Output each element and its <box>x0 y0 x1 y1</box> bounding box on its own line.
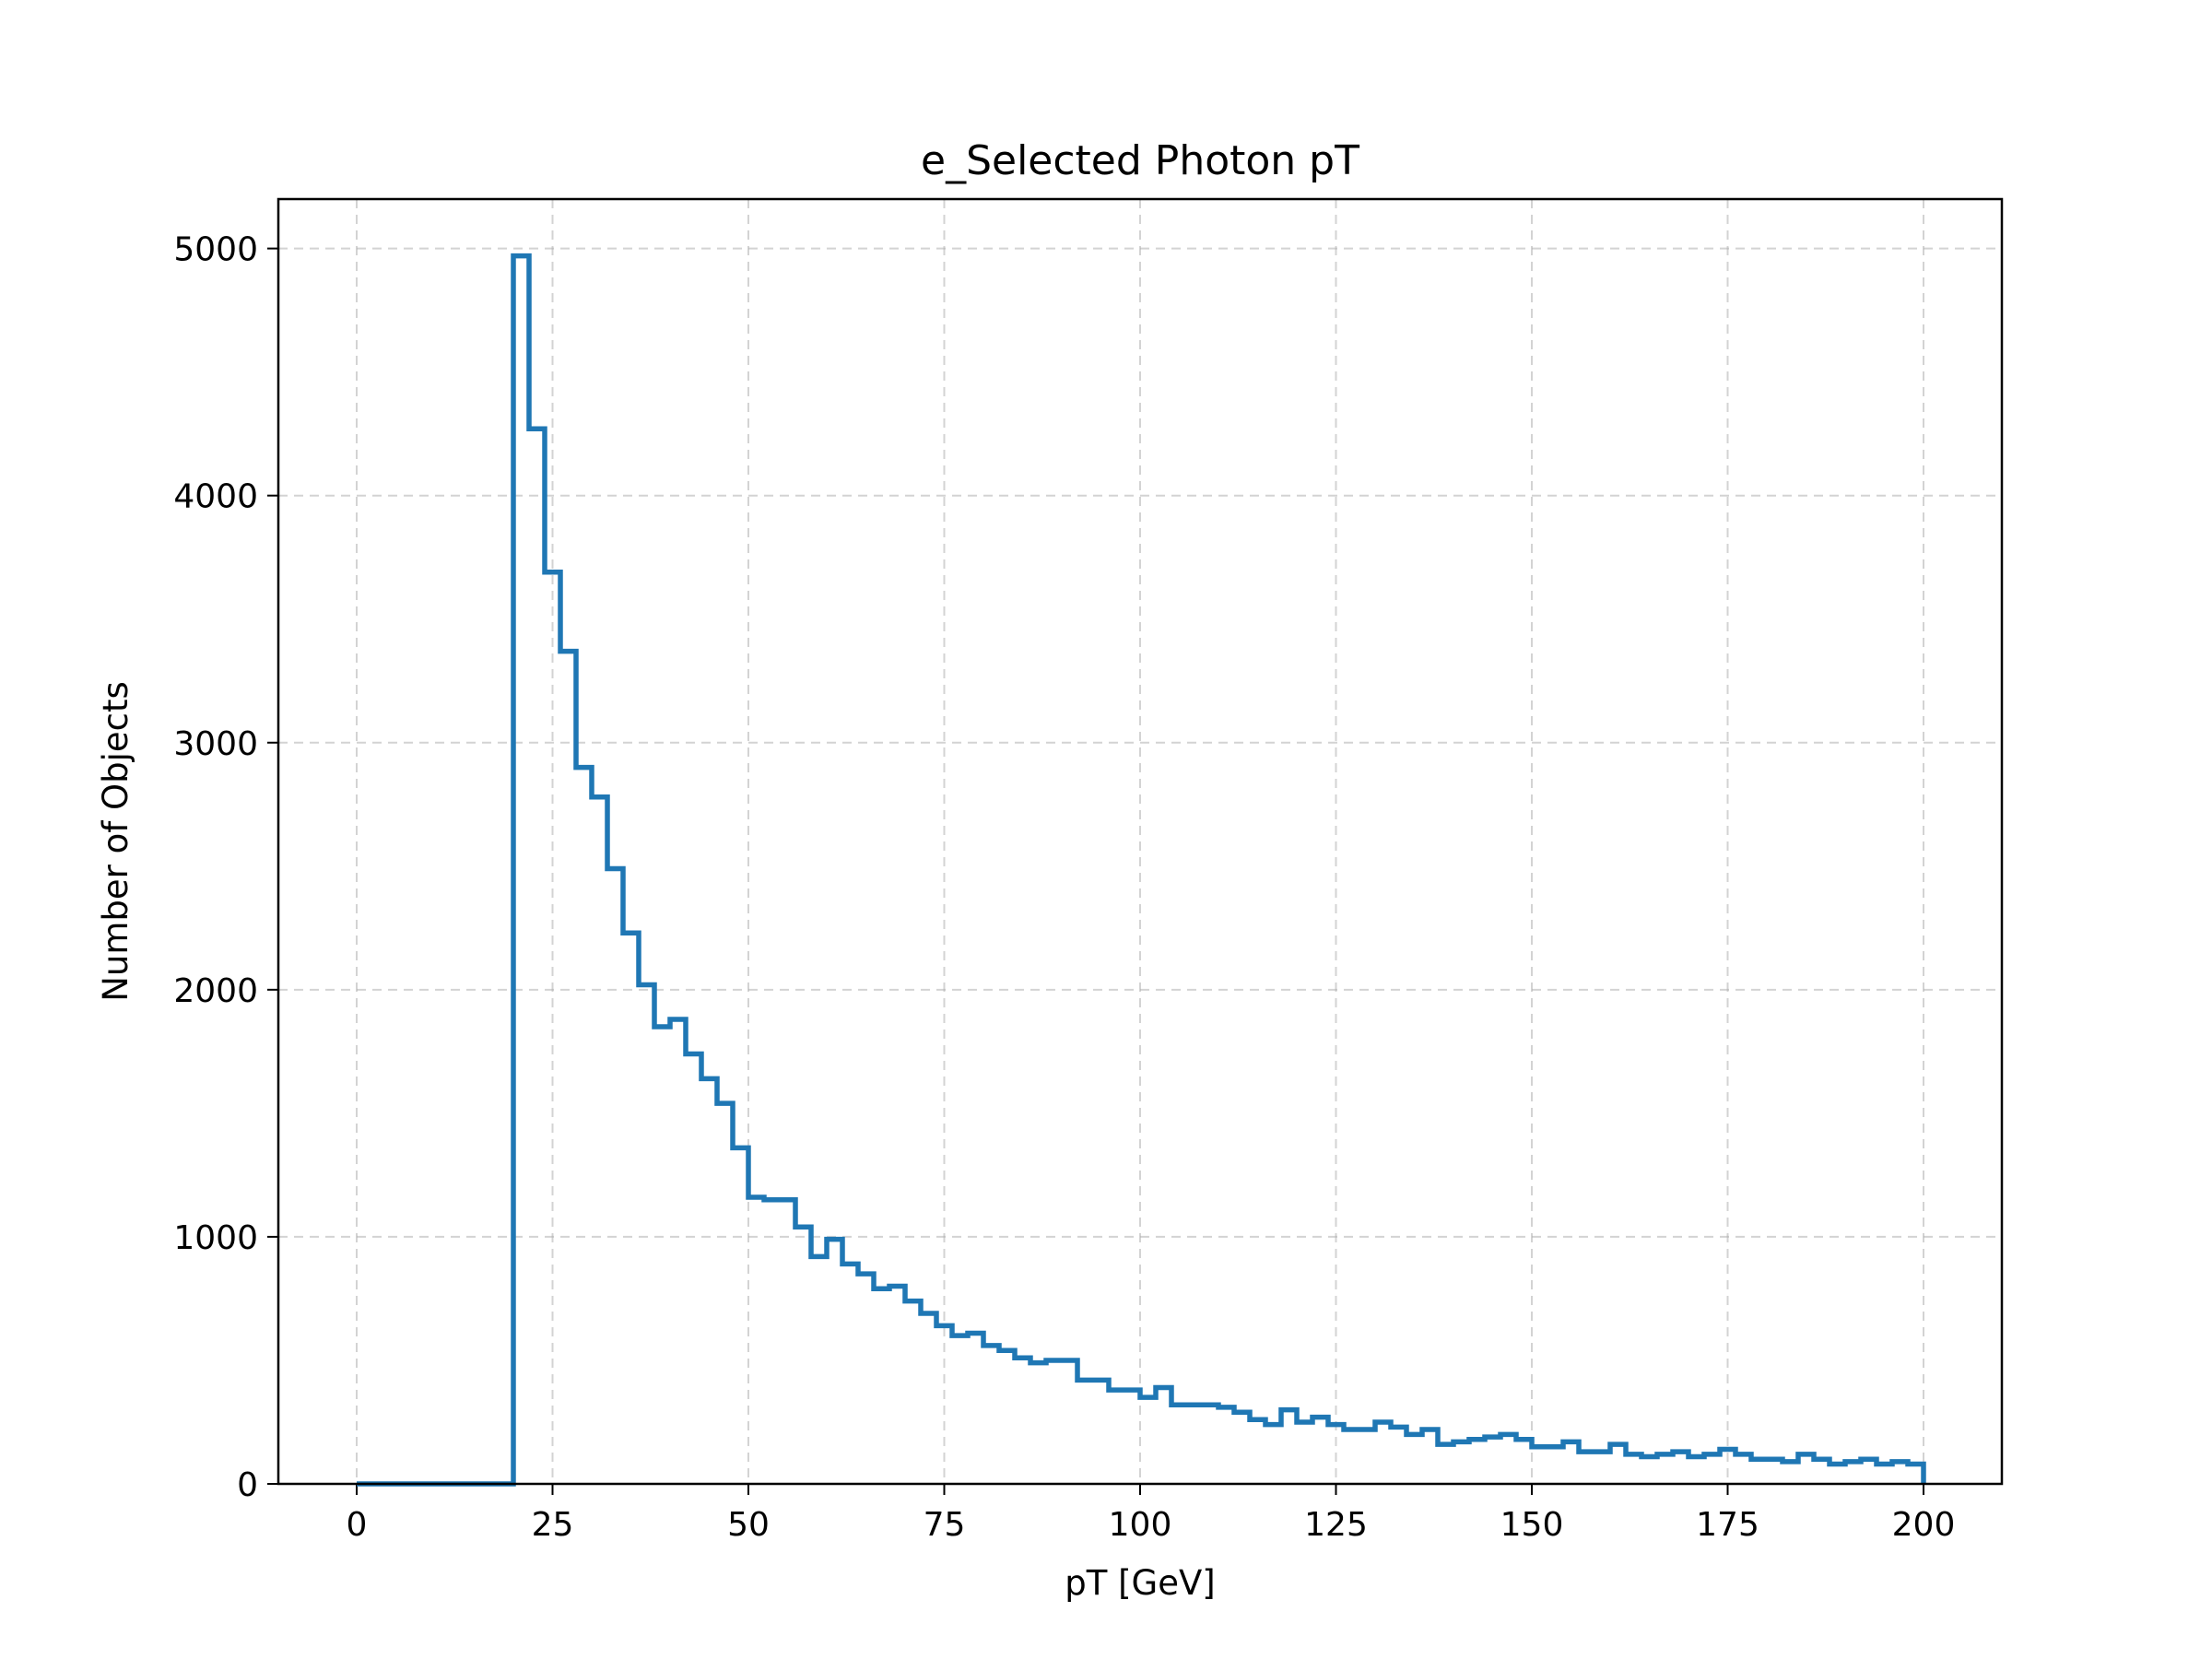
y-axis-label: Number of Objects <box>96 681 135 1002</box>
axis-ticks: 0 25 50 75 100 125 150 175 200010002000300040005… <box>173 231 1955 1544</box>
x-tick-label: 0 <box>347 1506 368 1544</box>
x-axis-label: pT [GeV] <box>1065 1563 1215 1603</box>
x-tick-label: 25 <box>532 1506 574 1544</box>
x-tick-label: 125 <box>1304 1506 1368 1544</box>
y-tick-label: 4000 <box>173 478 258 516</box>
x-tick-label: 75 <box>924 1506 966 1544</box>
grid <box>278 199 2002 1485</box>
x-tick-label: 150 <box>1500 1506 1564 1544</box>
x-tick-label: 200 <box>1892 1506 1956 1544</box>
y-tick-label: 2000 <box>173 972 258 1010</box>
y-tick-label: 5000 <box>173 231 258 269</box>
x-tick-label: 100 <box>1109 1506 1172 1544</box>
y-tick-label: 0 <box>237 1466 258 1504</box>
plot-frame <box>276 197 2004 1486</box>
x-tick-label: 175 <box>1696 1506 1759 1544</box>
histogram-series <box>357 253 1926 1487</box>
chart-title: e_Selected Photon pT <box>921 137 1359 184</box>
x-tick-label: 50 <box>727 1506 770 1544</box>
y-tick-label: 3000 <box>173 725 258 763</box>
y-tick-label: 1000 <box>173 1219 258 1257</box>
